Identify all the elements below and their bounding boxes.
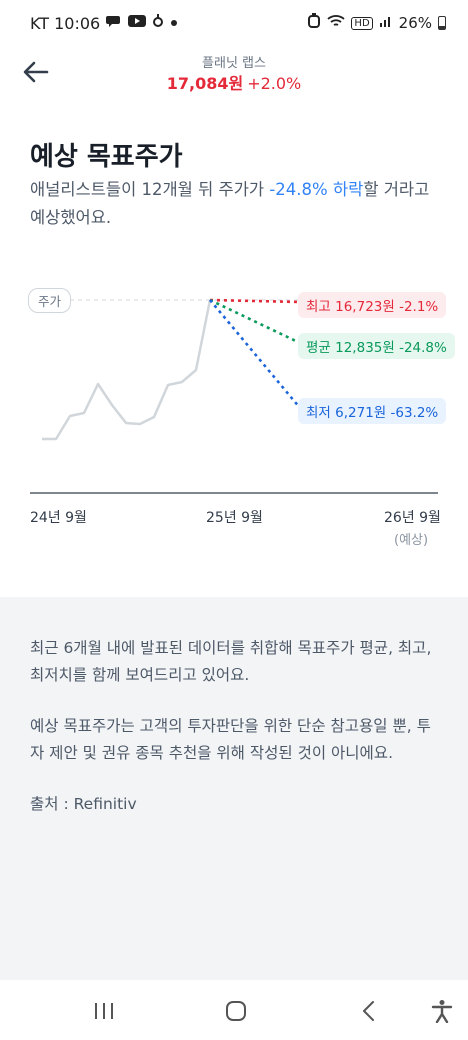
avg-target-chip: 평균 12,835원 -24.8% [298,333,455,359]
price-line: 17,084원 +2.0% [0,70,468,94]
system-back-button[interactable] [348,996,388,1026]
target-price-chart: 주가 최고 16,723원 -2.1% 평균 12,835원 -24.8% 최저… [0,270,468,560]
desc-suffix: 할 거라고 예상했어요. [30,180,430,227]
home-icon [226,1001,246,1021]
info-paragraph-1: 최근 6개월 내에 발표된 데이터를 취합해 목표주가 평균, 최고, 최저치를… [30,639,432,684]
accessibility-icon [431,1000,453,1023]
recents-button[interactable] [84,996,124,1026]
current-price: 17,084원 [166,74,244,93]
high-target-line [209,298,301,304]
recents-icon [95,1003,113,1019]
current-price-chip: 주가 [28,288,72,313]
system-nav-bar [0,980,468,1040]
low-target-line [209,299,301,409]
hd-icon: HD [351,16,373,30]
price-history-line [42,299,212,441]
dot-icon [170,16,178,31]
chart-svg [30,298,438,494]
info-panel: 최근 6개월 내에 발표된 데이터를 취합해 목표주가 평균, 최고, 최저치를… [0,597,468,980]
desc-prefix: 애널리스트들이 12개월 뒤 주가가 [30,180,270,199]
low-target-chip: 최저 6,271원 -63.2% [298,398,447,424]
home-button[interactable] [216,996,256,1026]
page-title: 예상 목표주가 [30,142,183,172]
high-target-chip: 최고 16,723원 -2.1% [298,292,447,318]
x-label-mid: 25년 9월 [206,510,263,526]
page-description: 애널리스트들이 12개월 뒤 주가가 -24.8% 하락할 거라고 예상했어요. [30,176,440,232]
accessibility-button[interactable] [422,996,462,1026]
stock-name: 플래닛 랩스 [202,56,266,71]
x-label-end: 26년 9월 [384,510,441,526]
chat-icon [106,14,122,32]
carrier-time: KT 10:06 [30,13,101,33]
status-bar: KT 10:06 HD 26% [0,0,468,46]
battery-icon [438,16,446,30]
app-icon [152,14,164,32]
arrow-left-icon [23,61,49,83]
avg-target-line [209,298,301,345]
desc-highlight: -24.8% 하락 [269,180,364,199]
info-paragraph-2: 예상 목표주가는 고객의 투자판단을 위한 단순 참고용일 뿐, 투자 제안 및… [30,717,431,762]
youtube-icon [128,14,147,32]
status-left: KT 10:06 [30,14,178,33]
x-label-start: 24년 9월 [30,510,87,526]
info-source: 출처 : Refinitiv [30,795,137,813]
price-change: +2.0% [247,74,302,93]
alarm-icon [307,13,321,33]
x-label-forecast: (예상) [394,533,429,548]
battery-text: 26% [398,14,432,32]
status-right: HD 26% [307,13,446,33]
back-icon [363,1001,374,1021]
signal-icon [379,14,393,32]
wifi-icon [327,14,346,32]
header: 플래닛 랩스 17,084원 +2.0% [0,46,468,102]
back-button[interactable] [18,54,54,90]
